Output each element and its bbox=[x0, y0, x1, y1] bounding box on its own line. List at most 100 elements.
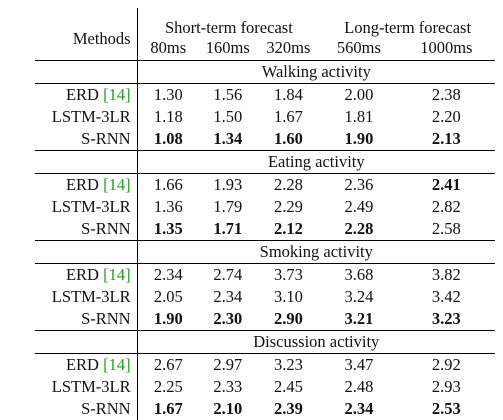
value-cell: 3.82 bbox=[431, 265, 461, 284]
value-cell: 2.30 bbox=[213, 309, 243, 328]
value-cell: 3.10 bbox=[273, 287, 303, 306]
results-table: Methods Short-term forecast Long-term fo… bbox=[35, 8, 495, 420]
value-cell: 2.49 bbox=[344, 197, 374, 216]
value-cell: 2.13 bbox=[431, 129, 461, 148]
method-name: ERD bbox=[65, 175, 99, 194]
table-row: S-RNN 1.90 2.30 2.90 3.21 3.23 bbox=[35, 308, 495, 331]
method-name: ERD bbox=[65, 355, 99, 374]
value-cell: 2.12 bbox=[273, 219, 303, 238]
value-cell: 3.23 bbox=[273, 355, 303, 374]
table-row: ERD [14] 2.34 2.74 3.73 3.68 3.82 bbox=[35, 263, 495, 286]
method-cell: LSTM-3LR bbox=[35, 196, 138, 218]
table-row: S-RNN 1.67 2.10 2.39 2.34 2.53 bbox=[35, 398, 495, 420]
short-term-header: Short-term forecast bbox=[164, 18, 293, 37]
value-cell: 1.67 bbox=[153, 399, 183, 418]
value-cell: 3.42 bbox=[431, 287, 461, 306]
method-cell: S-RNN bbox=[35, 398, 138, 420]
citation-link[interactable]: [14] bbox=[103, 175, 131, 194]
table-row: LSTM-3LR 2.25 2.33 2.45 2.48 2.93 bbox=[35, 376, 495, 398]
ms-header-160: 160ms bbox=[205, 38, 250, 57]
value-cell: 1.30 bbox=[153, 85, 183, 104]
method-cell: ERD [14] bbox=[35, 263, 138, 286]
value-cell: 2.38 bbox=[431, 85, 461, 104]
value-cell: 2.58 bbox=[431, 219, 461, 238]
section-header-row: Walking activity bbox=[35, 60, 495, 84]
value-cell: 2.33 bbox=[213, 377, 243, 396]
method-name: LSTM-3LR bbox=[51, 197, 131, 216]
citation-link[interactable]: [14] bbox=[103, 355, 131, 374]
value-cell: 2.20 bbox=[431, 107, 461, 126]
value-cell: 1.56 bbox=[213, 85, 243, 104]
value-cell: 3.24 bbox=[344, 287, 374, 306]
value-cell: 2.10 bbox=[213, 399, 243, 418]
long-term-header: Long-term forecast bbox=[344, 18, 472, 37]
value-cell: 3.68 bbox=[344, 265, 374, 284]
citation-link[interactable]: [14] bbox=[103, 85, 131, 104]
section-title: Eating activity bbox=[137, 150, 495, 174]
value-cell: 2.34 bbox=[153, 265, 183, 284]
table-row: ERD [14] 1.66 1.93 2.28 2.36 2.41 bbox=[35, 173, 495, 196]
table-row: LSTM-3LR 1.36 1.79 2.29 2.49 2.82 bbox=[35, 196, 495, 218]
table-row: S-RNN 1.35 1.71 2.12 2.28 2.58 bbox=[35, 218, 495, 241]
value-cell: 2.53 bbox=[431, 399, 461, 418]
value-cell: 2.90 bbox=[273, 309, 303, 328]
value-cell: 1.36 bbox=[153, 197, 183, 216]
ms-header-560: 560ms bbox=[336, 38, 381, 57]
value-cell: 1.18 bbox=[153, 107, 183, 126]
section-title: Smoking activity bbox=[137, 240, 495, 264]
method-name: S-RNN bbox=[81, 129, 131, 148]
value-cell: 2.82 bbox=[431, 197, 461, 216]
citation-link[interactable]: [14] bbox=[103, 265, 131, 284]
method-cell: ERD [14] bbox=[35, 173, 138, 196]
table-row: ERD [14] 2.67 2.97 3.23 3.47 2.92 bbox=[35, 353, 495, 376]
value-cell: 2.28 bbox=[273, 175, 303, 194]
value-cell: 1.60 bbox=[273, 129, 303, 148]
value-cell: 2.92 bbox=[431, 355, 461, 374]
ms-header-320: 320ms bbox=[266, 38, 311, 57]
section-header-row: Eating activity bbox=[35, 150, 495, 174]
method-name: ERD bbox=[65, 265, 99, 284]
value-cell: 2.05 bbox=[153, 287, 183, 306]
section-title: Walking activity bbox=[137, 60, 495, 84]
results-table-body: Methods Short-term forecast Long-term fo… bbox=[35, 8, 495, 420]
value-cell: 1.84 bbox=[273, 85, 303, 104]
value-cell: 1.90 bbox=[153, 309, 183, 328]
value-cell: 3.21 bbox=[344, 309, 374, 328]
section-title: Discussion activity bbox=[137, 330, 495, 354]
methods-header: Methods bbox=[35, 8, 138, 61]
section-header-spacer bbox=[35, 240, 138, 264]
value-cell: 1.81 bbox=[344, 107, 374, 126]
value-cell: 2.28 bbox=[344, 219, 374, 238]
value-cell: 2.34 bbox=[213, 287, 243, 306]
value-cell: 2.74 bbox=[213, 265, 243, 284]
method-name: S-RNN bbox=[81, 309, 131, 328]
method-name: S-RNN bbox=[81, 399, 131, 418]
header-group-row: Methods Short-term forecast Long-term fo… bbox=[35, 8, 495, 61]
value-cell: 2.48 bbox=[344, 377, 374, 396]
value-cell: 2.00 bbox=[344, 85, 374, 104]
method-cell: LSTM-3LR bbox=[35, 376, 138, 398]
value-cell: 2.97 bbox=[213, 355, 243, 374]
value-cell: 2.45 bbox=[273, 377, 303, 396]
method-name: S-RNN bbox=[81, 219, 131, 238]
value-cell: 3.47 bbox=[344, 355, 374, 374]
value-cell: 1.08 bbox=[153, 129, 183, 148]
table-row: LSTM-3LR 2.05 2.34 3.10 3.24 3.42 bbox=[35, 286, 495, 308]
value-cell: 1.50 bbox=[213, 107, 243, 126]
table-row: LSTM-3LR 1.18 1.50 1.67 1.81 2.20 bbox=[35, 106, 495, 128]
value-cell: 2.29 bbox=[273, 197, 303, 216]
section-header-spacer bbox=[35, 60, 138, 84]
method-cell: LSTM-3LR bbox=[35, 106, 138, 128]
value-cell: 1.93 bbox=[213, 175, 243, 194]
value-cell: 3.23 bbox=[431, 309, 461, 328]
value-cell: 2.67 bbox=[153, 355, 183, 374]
method-name: LSTM-3LR bbox=[51, 287, 131, 306]
value-cell: 1.79 bbox=[213, 197, 243, 216]
section-header-spacer bbox=[35, 330, 138, 354]
value-cell: 2.41 bbox=[431, 175, 461, 194]
value-cell: 1.90 bbox=[344, 129, 374, 148]
table-row: S-RNN 1.08 1.34 1.60 1.90 2.13 bbox=[35, 128, 495, 151]
method-cell: S-RNN bbox=[35, 308, 138, 331]
header-ms-row: 80ms 160ms 320ms 560ms 1000ms bbox=[35, 38, 495, 61]
table-row: ERD [14] 1.30 1.56 1.84 2.00 2.38 bbox=[35, 83, 495, 106]
